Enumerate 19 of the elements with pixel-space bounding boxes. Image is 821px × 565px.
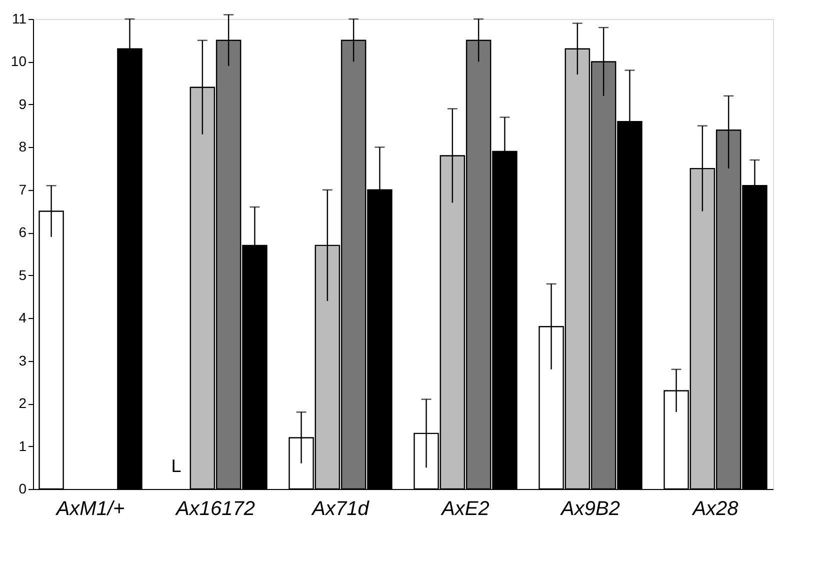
x-tick-label: AxE2	[440, 498, 490, 520]
y-tick-label: 4	[18, 310, 27, 326]
x-tick-label: Ax28	[692, 498, 738, 520]
y-tick-label: 1	[18, 438, 27, 454]
y-tick-label: 10	[10, 53, 27, 70]
y-tick-label: 6	[18, 224, 27, 240]
annotation: L	[171, 456, 182, 476]
y-tick-label: 5	[18, 266, 27, 283]
y-tick-label: 8	[18, 138, 27, 155]
y-tick-label: 0	[18, 480, 27, 496]
x-tick-label: AxM1/+	[55, 498, 125, 520]
y-tick-label: 3	[18, 352, 27, 368]
y-tick-label: 7	[18, 181, 27, 198]
y-tick-label: 11	[12, 10, 27, 26]
x-tick-label: Ax71d	[311, 498, 370, 520]
y-tick-label: 2	[18, 395, 27, 412]
y-tick-label: 9	[18, 96, 27, 112]
x-tick-label: Ax16172	[175, 498, 255, 520]
x-tick-label: Ax9B2	[560, 498, 620, 520]
